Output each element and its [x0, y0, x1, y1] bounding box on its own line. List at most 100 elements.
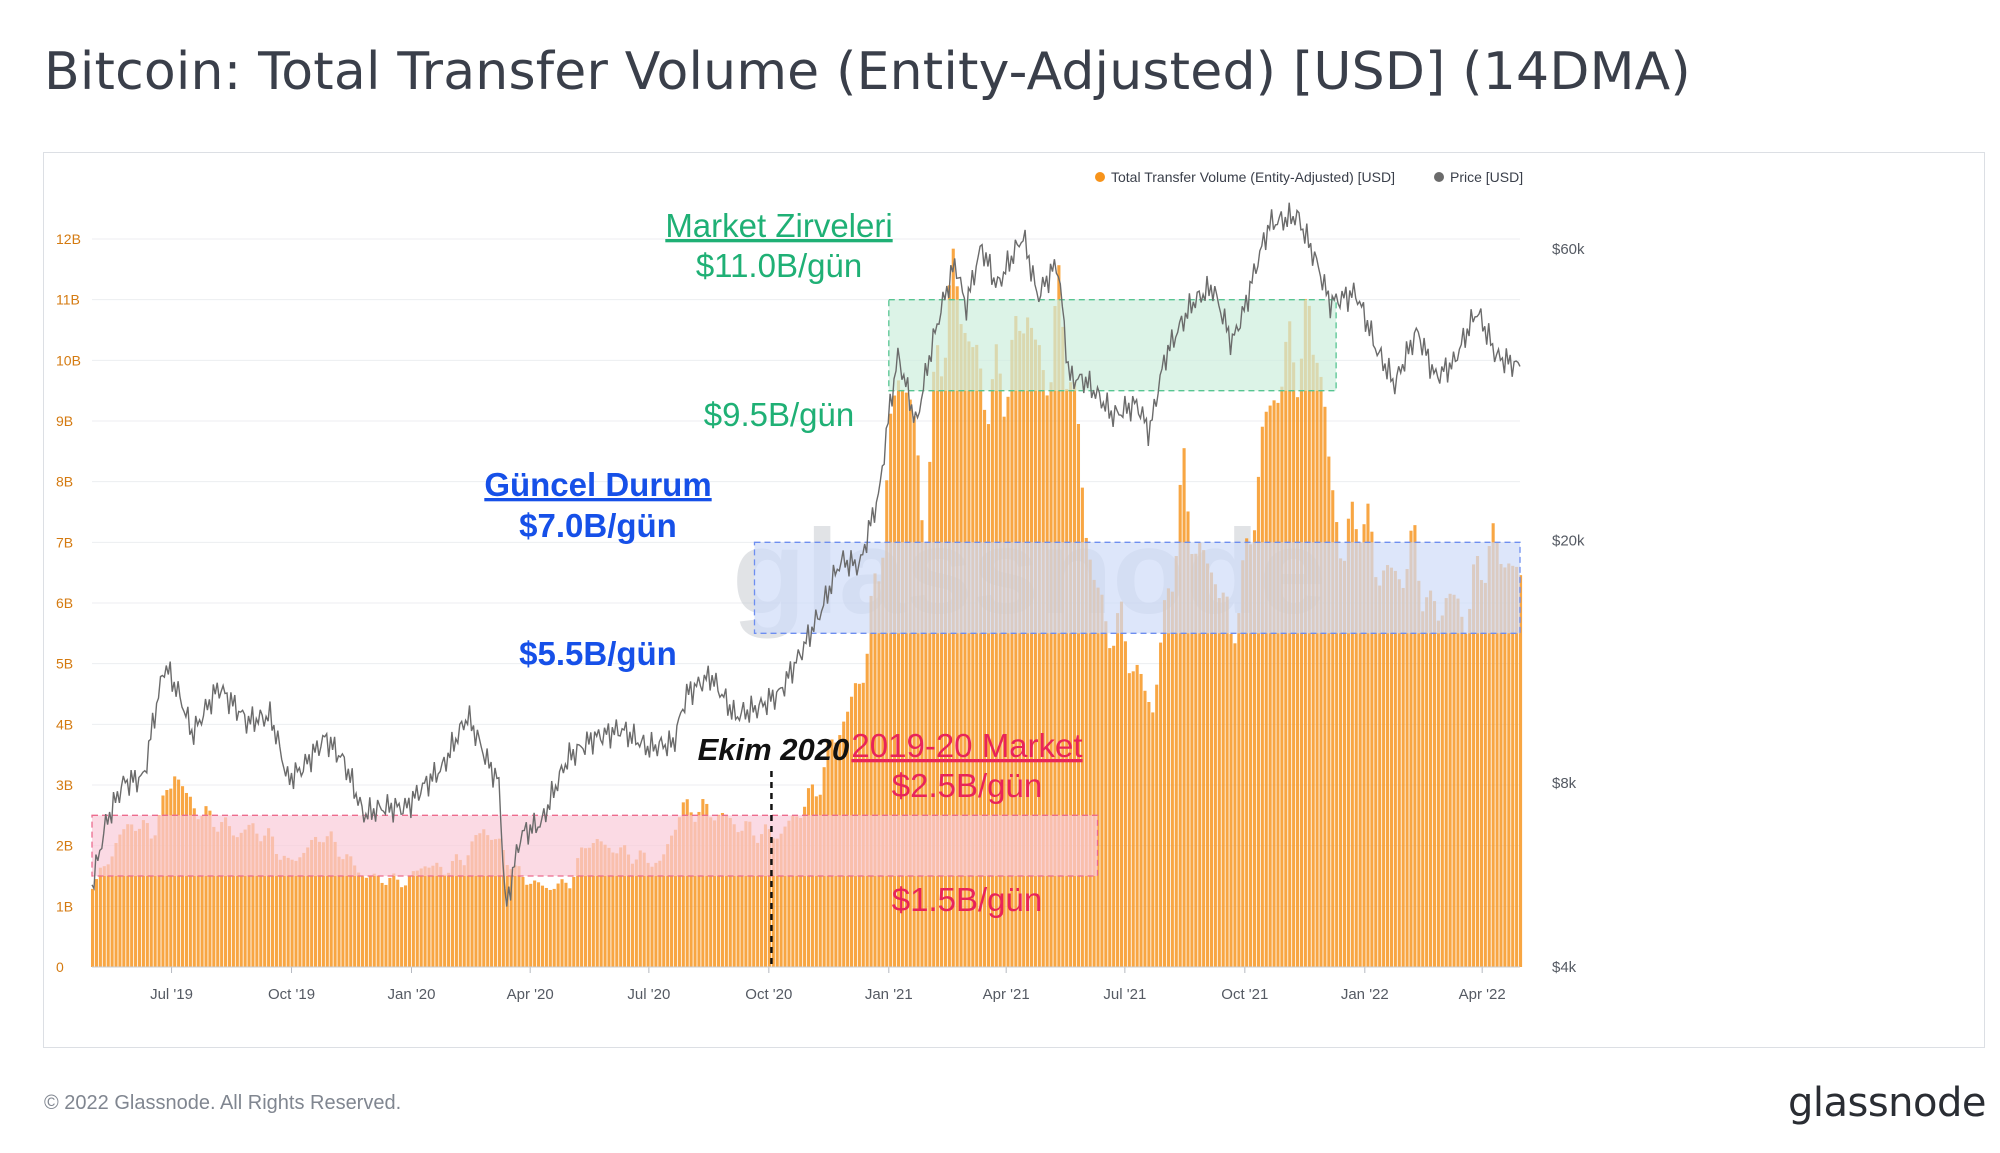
volume-bar	[243, 829, 247, 967]
volume-bar	[1221, 592, 1225, 967]
volume-bar	[1229, 633, 1233, 967]
volume-bar	[881, 557, 885, 967]
volume-bar	[580, 847, 584, 967]
volume-bar	[779, 833, 783, 967]
volume-bar	[270, 836, 275, 967]
volume-bar	[740, 830, 744, 967]
volume-bar	[529, 883, 533, 967]
volume-bar	[568, 888, 572, 967]
volume-bar	[912, 416, 916, 967]
volume-bar	[1159, 642, 1163, 967]
volume-bar	[517, 866, 521, 967]
volume-bar	[998, 373, 1002, 967]
volume-bar	[1307, 305, 1311, 967]
volume-bar	[1233, 643, 1237, 967]
volume-bar	[1264, 411, 1268, 968]
volume-bar	[1190, 553, 1194, 967]
volume-bar	[716, 814, 721, 967]
brand-logo[interactable]: glassnode	[1787, 1080, 1987, 1126]
market-peaks-heading: Market Zirveleri	[665, 207, 892, 244]
volume-bar	[662, 854, 666, 967]
volume-bar	[1382, 570, 1386, 967]
volume-bar	[1217, 598, 1221, 967]
volume-bar	[286, 857, 290, 967]
volume-bar	[501, 849, 505, 967]
volume-bar	[1417, 580, 1421, 967]
volume-bar	[728, 817, 732, 967]
october-2020-label: Ekim 2020	[698, 732, 850, 767]
volume-bar	[1213, 584, 1217, 967]
volume-bar	[239, 832, 243, 967]
volume-bar	[1162, 600, 1167, 967]
volume-bar	[1049, 382, 1053, 967]
volume-bar	[267, 828, 271, 967]
volume-bar	[196, 819, 200, 967]
volume-bar	[709, 817, 713, 967]
volume-bar	[889, 413, 893, 967]
volume-bar	[411, 871, 415, 967]
volume-bar	[1006, 396, 1010, 967]
volume-bar	[654, 862, 658, 967]
volume-bar	[642, 852, 646, 967]
volume-bar	[939, 376, 944, 967]
volume-bar	[760, 834, 764, 967]
volume-bar	[943, 357, 947, 967]
volume-bar	[415, 870, 419, 967]
volume-bar	[263, 835, 267, 967]
volume-bar	[1069, 382, 1073, 967]
volume-bar	[130, 824, 134, 967]
volume-bar	[607, 847, 611, 967]
volume-bar	[967, 341, 971, 967]
volume-bar	[1389, 567, 1393, 967]
y-left-tick-label: 1B	[56, 898, 73, 914]
volume-bar	[533, 880, 537, 967]
volume-bar	[1440, 615, 1444, 967]
volume-bar	[869, 595, 873, 967]
volume-bar	[102, 866, 106, 967]
volume-bar	[341, 859, 345, 967]
volume-bar	[638, 850, 642, 967]
x-tick-label: Oct '21	[1221, 986, 1268, 1003]
volume-bar	[1354, 529, 1358, 967]
volume-bar	[333, 841, 337, 967]
volume-bar	[587, 847, 591, 967]
volume-bar	[814, 796, 818, 967]
volume-bar	[552, 888, 556, 967]
y-left-tick-label: 9B	[56, 413, 73, 429]
volume-bar	[1147, 702, 1151, 967]
volume-bar	[1405, 569, 1409, 967]
volume-bar	[290, 859, 294, 967]
volume-bar	[126, 824, 130, 967]
volume-bar	[407, 876, 411, 967]
volume-bar	[482, 829, 486, 967]
volume-bar	[486, 835, 490, 967]
volume-bar	[1280, 386, 1284, 967]
volume-bar	[732, 824, 736, 967]
volume-bar	[1088, 559, 1092, 967]
volume-bar	[673, 829, 678, 967]
volume-bar	[1061, 326, 1065, 968]
volume-bar	[192, 808, 196, 967]
volume-bar	[560, 879, 564, 967]
volume-bar	[345, 854, 349, 967]
volume-bar	[900, 389, 904, 967]
volume-bar	[1452, 594, 1456, 967]
volume-bar	[963, 332, 967, 967]
axes: 0 1B 2B 3B 4B 5B 6B 7B 8B 9B 10B 11B 12B $4k $8k $20k $6…	[56, 231, 1585, 1003]
volume-bar	[1272, 400, 1276, 967]
volume-bar	[1323, 406, 1327, 968]
volume-bar	[1268, 405, 1272, 967]
volume-bar	[572, 876, 576, 967]
volume-bar	[666, 844, 670, 967]
volume-bar	[994, 344, 998, 967]
volume-bar	[908, 399, 912, 967]
volume-bar	[1519, 575, 1523, 967]
volume-bar	[493, 839, 498, 967]
volume-bar	[1237, 613, 1241, 967]
x-tick-label: Jul '21	[1103, 986, 1146, 1003]
volume-bar	[1104, 621, 1108, 967]
volume-bar	[1276, 402, 1280, 967]
volume-bar	[818, 794, 822, 967]
volume-bar	[924, 542, 928, 967]
volume-bar	[349, 856, 353, 967]
